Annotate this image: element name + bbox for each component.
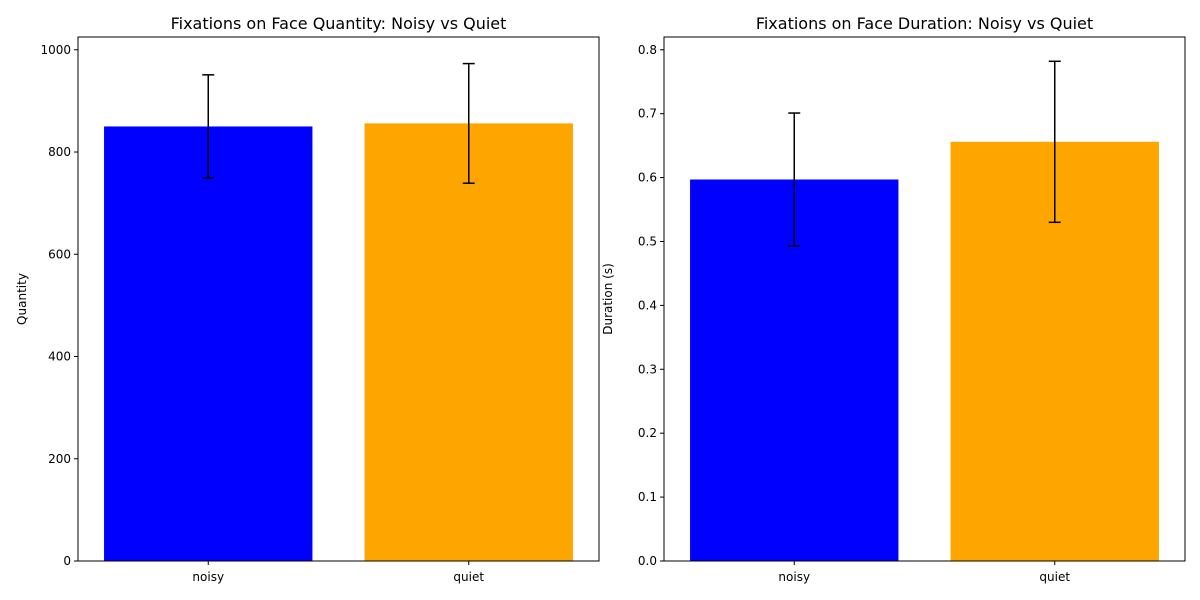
y-tick-label: 0.1 bbox=[638, 490, 657, 504]
x-tick-label: noisy bbox=[192, 570, 224, 584]
chart-duration: Fixations on Face Duration: Noisy vs Qui… bbox=[601, 14, 1186, 584]
x-tick-label: quiet bbox=[1039, 570, 1070, 584]
y-tick-label: 0.4 bbox=[638, 298, 657, 312]
chart-title: Fixations on Face Duration: Noisy vs Qui… bbox=[756, 14, 1093, 33]
error-bar-noisy bbox=[788, 112, 801, 247]
y-axis-label: Duration (s) bbox=[601, 263, 615, 335]
y-tick-label: 800 bbox=[48, 145, 71, 159]
y-tick-label: 0.3 bbox=[638, 362, 657, 376]
y-tick-label: 0.8 bbox=[638, 43, 657, 57]
y-tick-label: 0.2 bbox=[638, 426, 657, 440]
error-bar-quiet bbox=[462, 62, 475, 184]
error-bar-noisy bbox=[202, 74, 215, 179]
y-tick-label: 0.6 bbox=[638, 171, 657, 185]
chart-title: Fixations on Face Quantity: Noisy vs Qui… bbox=[171, 14, 507, 33]
x-tick-label: noisy bbox=[778, 570, 810, 584]
error-bar-quiet bbox=[1048, 60, 1061, 224]
chart-quantity: Fixations on Face Quantity: Noisy vs Qui… bbox=[15, 14, 600, 584]
y-tick-label: 600 bbox=[48, 247, 71, 261]
y-tick-label: 200 bbox=[48, 452, 71, 466]
y-tick-label: 0.5 bbox=[638, 234, 657, 248]
axes-frame bbox=[663, 36, 1186, 562]
y-axis-label: Quantity bbox=[15, 273, 29, 325]
y-tick-label: 0.7 bbox=[638, 107, 657, 121]
y-tick-label: 400 bbox=[48, 350, 71, 364]
x-tick-label: quiet bbox=[453, 570, 484, 584]
y-tick-label: 0 bbox=[63, 554, 71, 568]
axes-frame bbox=[77, 36, 600, 562]
y-tick-label: 0.0 bbox=[638, 554, 657, 568]
bar-noisy bbox=[104, 126, 313, 562]
y-tick-label: 1000 bbox=[40, 43, 71, 57]
bar-quiet bbox=[364, 123, 573, 562]
